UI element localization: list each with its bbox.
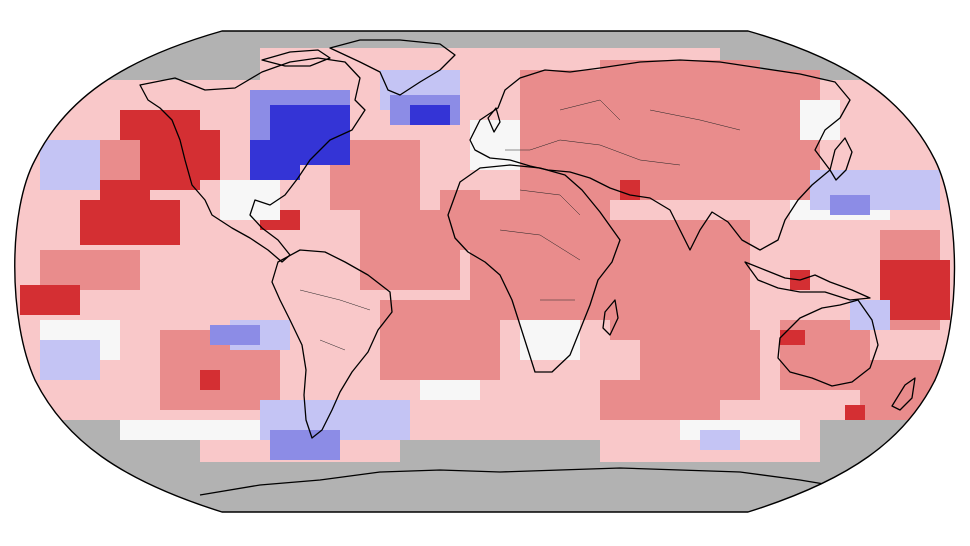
antarctic-no-data [14,462,955,512]
tasman-much-above [845,405,865,420]
australia-much-above [780,330,805,345]
australia-outline [777,299,879,387]
east-of-japan-below [830,195,870,215]
country-borders [299,99,741,351]
africa-outline [447,164,621,373]
coastlines [139,39,916,501]
southern-ocean-below [270,430,340,460]
sahara-above [440,190,480,250]
southern-above [860,360,940,420]
indian-ocean-above [610,220,750,340]
south-pacific-slightly-below [40,340,100,380]
eurasia-above-2 [600,60,760,90]
middle-east-much-above [620,180,640,200]
east-pacific-much-above [20,285,80,315]
southern-ocean-no-data-east [820,420,955,470]
south-pacific-below [210,325,260,345]
south-indian-above [600,380,720,420]
arctic-islands-outline [261,49,331,67]
eurasia-above [520,70,820,200]
eurasia-outline [469,59,851,251]
antarctica-outline [199,467,901,501]
north-america-outline [139,57,366,263]
north-atlantic-much-below [410,105,450,125]
southern-ocean-no-data-mid [400,440,600,470]
south-atlantic-above [380,300,500,380]
east-pacific-above [40,250,140,290]
south-pacific-much-above [200,370,220,390]
indonesia-outline [744,261,871,301]
new-zealand-outline [891,377,916,411]
japan-outline [829,137,853,181]
indian-ocean-slightly-below [700,430,740,450]
east-na-much-below-2 [250,140,300,180]
east-asia-near-normal [800,100,840,140]
west-na-much-above-2 [160,130,220,180]
east-of-japan-slightly-below [810,170,940,210]
north-pacific-slightly-below [40,140,100,190]
south-america-outline [271,249,393,439]
british-isles-outline [487,107,501,133]
madagascar-outline [602,299,619,336]
arctic-no-data-west [100,40,260,80]
west-pacific-slightly-below [850,300,890,330]
north-polar-no-data [14,31,955,48]
papua-much-above [880,260,950,320]
europe-near-normal [470,120,520,170]
south-atlantic-near-normal [420,380,480,400]
greenland-outline [329,39,456,96]
